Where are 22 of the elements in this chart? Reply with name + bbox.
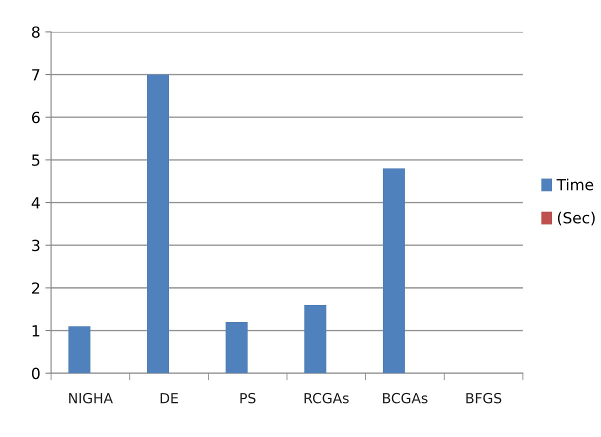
x-tick-label: NIGHA [69, 392, 113, 404]
y-tick-label: 6 [32, 112, 40, 124]
y-tick-label: 2 [32, 282, 40, 294]
legend-label: Time [556, 178, 594, 190]
bar [147, 74, 170, 374]
y-tick-label: 3 [32, 240, 40, 252]
bar [382, 168, 405, 374]
x-tick-label: RCGAs [304, 392, 349, 404]
x-tick-label: DE [160, 393, 178, 404]
bar [68, 326, 90, 374]
y-tick-label: 4 [32, 197, 40, 208]
bar [226, 322, 248, 374]
x-tick-label: BCGAs [383, 392, 428, 404]
y-tick-label: 1 [32, 325, 40, 336]
y-tick-label: 0 [32, 368, 40, 380]
y-tick-label: 7 [32, 69, 40, 80]
y-tick-label: 8 [32, 26, 40, 38]
legend-label: (Sec) [558, 212, 595, 226]
x-tick-label: PS [240, 392, 256, 404]
bar [304, 304, 326, 374]
y-tick-label: 5 [32, 154, 40, 166]
x-tick-label: BFGS [466, 392, 502, 404]
